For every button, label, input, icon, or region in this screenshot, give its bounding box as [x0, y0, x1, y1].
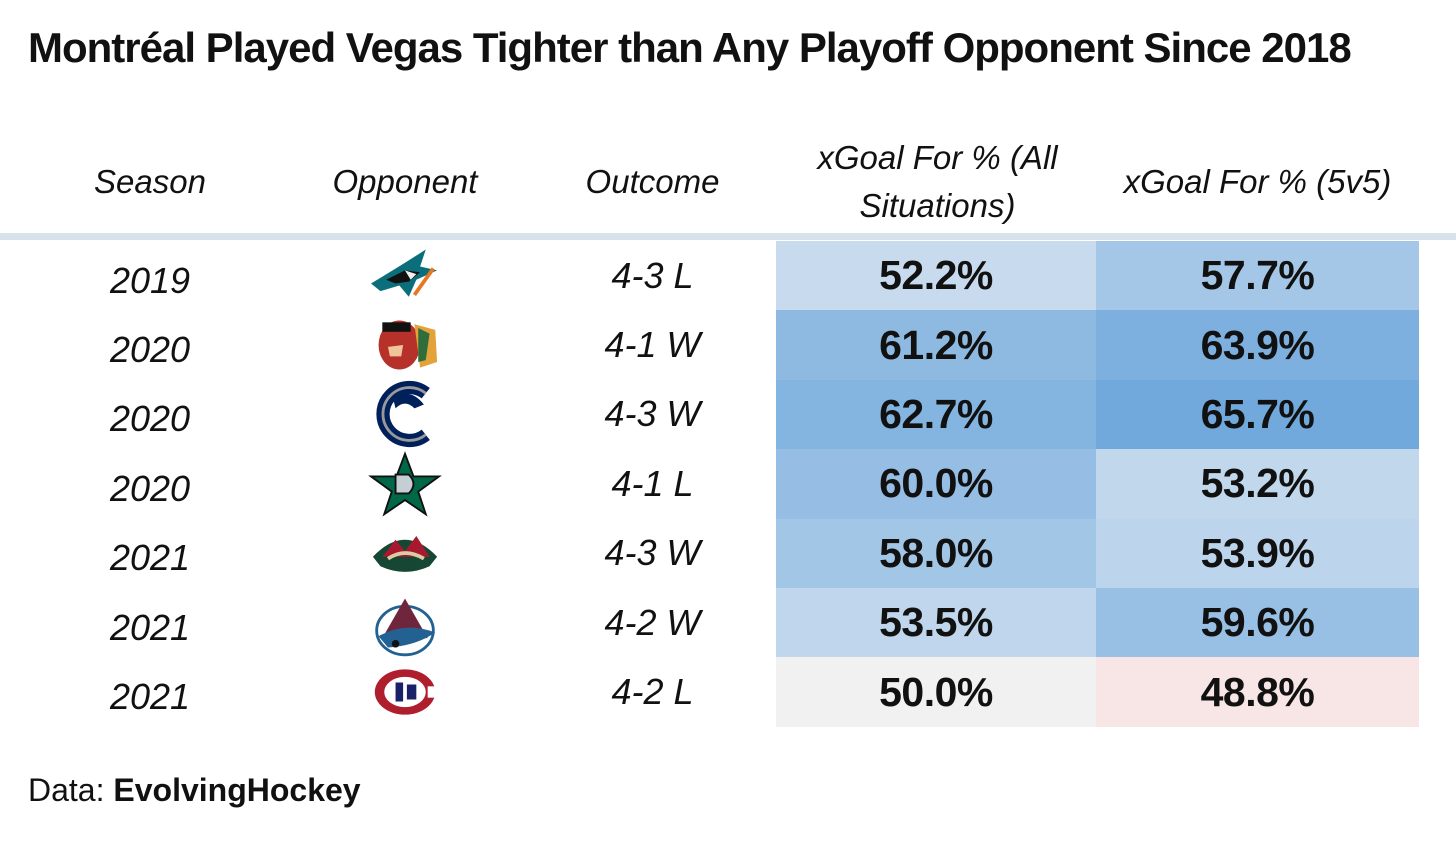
dallas-stars-logo-icon: [368, 450, 442, 517]
opponent-cell: [300, 657, 510, 726]
montreal-canadiens-logo-icon: [374, 669, 438, 715]
xgf-all-cell: 52.2%: [776, 241, 1096, 311]
table-row: 2020 4-3 W 62.7% 65.7%: [0, 379, 1456, 450]
colorado-avalanche-logo-icon: [375, 598, 436, 656]
table-row: 2019 4-3 L 52.2% 57.7%: [0, 241, 1456, 311]
season-cell: 2020: [109, 398, 191, 440]
header-divider: [0, 233, 1456, 240]
outcome-cell: 4-1 L: [611, 462, 694, 504]
opponent-cell: [300, 310, 510, 379]
xgf-all-cell: 61.2%: [776, 310, 1096, 380]
xgf-all-cell: 53.5%: [776, 588, 1096, 658]
source-note: Data: EvolvingHockey: [28, 772, 361, 809]
season-cell: 2020: [109, 467, 191, 509]
xgf-5v5-cell: 65.7%: [1096, 379, 1419, 450]
column-header-outcome: Outcome: [585, 163, 720, 200]
minnesota-wild-logo-icon: [372, 536, 438, 573]
column-header-xgf-5v5: xGoal For % (5v5): [1123, 163, 1392, 200]
season-cell: 2021: [109, 676, 191, 718]
table-row: 2021 4-3 W 58.0% 53.9%: [0, 518, 1456, 588]
season-cell: 2020: [109, 329, 191, 371]
opponent-cell: [300, 519, 510, 588]
table-row: 2020 4-1 W 61.2% 63.9%: [0, 310, 1456, 380]
opponent-cell: [300, 588, 510, 657]
column-header-season: Season: [94, 163, 206, 200]
san-jose-sharks-logo-icon: [371, 249, 438, 297]
table-row: 2020 4-1 L 60.0% 53.2%: [0, 449, 1456, 519]
xgf-5v5-cell: 59.6%: [1096, 588, 1419, 658]
xgf-5v5-cell: 57.7%: [1096, 241, 1419, 311]
table-row: 2021 4-2 W 53.5% 59.6%: [0, 588, 1456, 658]
outcome-cell: 4-2 W: [604, 601, 701, 643]
opponent-cell: [300, 241, 510, 310]
xgf-all-cell: 58.0%: [776, 518, 1096, 588]
opponent-cell: [300, 449, 510, 518]
season-cell: 2021: [109, 537, 191, 579]
data-table: 2019 4-3 L 52.2% 57.7% 2020 4-1 W 61.2% 63.9% 20…: [0, 241, 1456, 727]
column-header-xgf-all: xGoal For % (All Situations): [817, 139, 1058, 224]
season-cell: 2021: [109, 606, 191, 648]
outcome-cell: 4-1 W: [604, 324, 701, 366]
source-prefix: Data:: [28, 772, 114, 808]
xgf-all-cell: 62.7%: [776, 379, 1096, 450]
xgf-all-cell: 60.0%: [776, 449, 1096, 519]
xgf-5v5-cell: 63.9%: [1096, 310, 1419, 380]
chart-title: Montréal Played Vegas Tighter than Any P…: [28, 24, 1352, 71]
source-name: EvolvingHockey: [113, 772, 361, 808]
outcome-cell: 4-3 W: [604, 393, 701, 435]
xgf-5v5-cell: 48.8%: [1096, 657, 1419, 727]
outcome-cell: 4-3 W: [604, 532, 701, 574]
outcome-cell: 4-2 L: [611, 671, 694, 713]
season-cell: 2019: [109, 259, 191, 301]
opponent-cell: [300, 380, 510, 449]
column-header-opponent: Opponent: [332, 163, 478, 200]
vancouver-canucks-logo-icon: [376, 381, 430, 448]
xgf-5v5-cell: 53.2%: [1096, 449, 1419, 519]
chicago-blackhawks-logo-icon: [378, 320, 438, 370]
xgf-all-cell: 50.0%: [776, 657, 1096, 727]
outcome-cell: 4-3 L: [611, 254, 694, 296]
table-row: 2021 4-2 L 50.0% 48.8%: [0, 657, 1456, 727]
xgf-5v5-cell: 53.9%: [1096, 518, 1419, 588]
